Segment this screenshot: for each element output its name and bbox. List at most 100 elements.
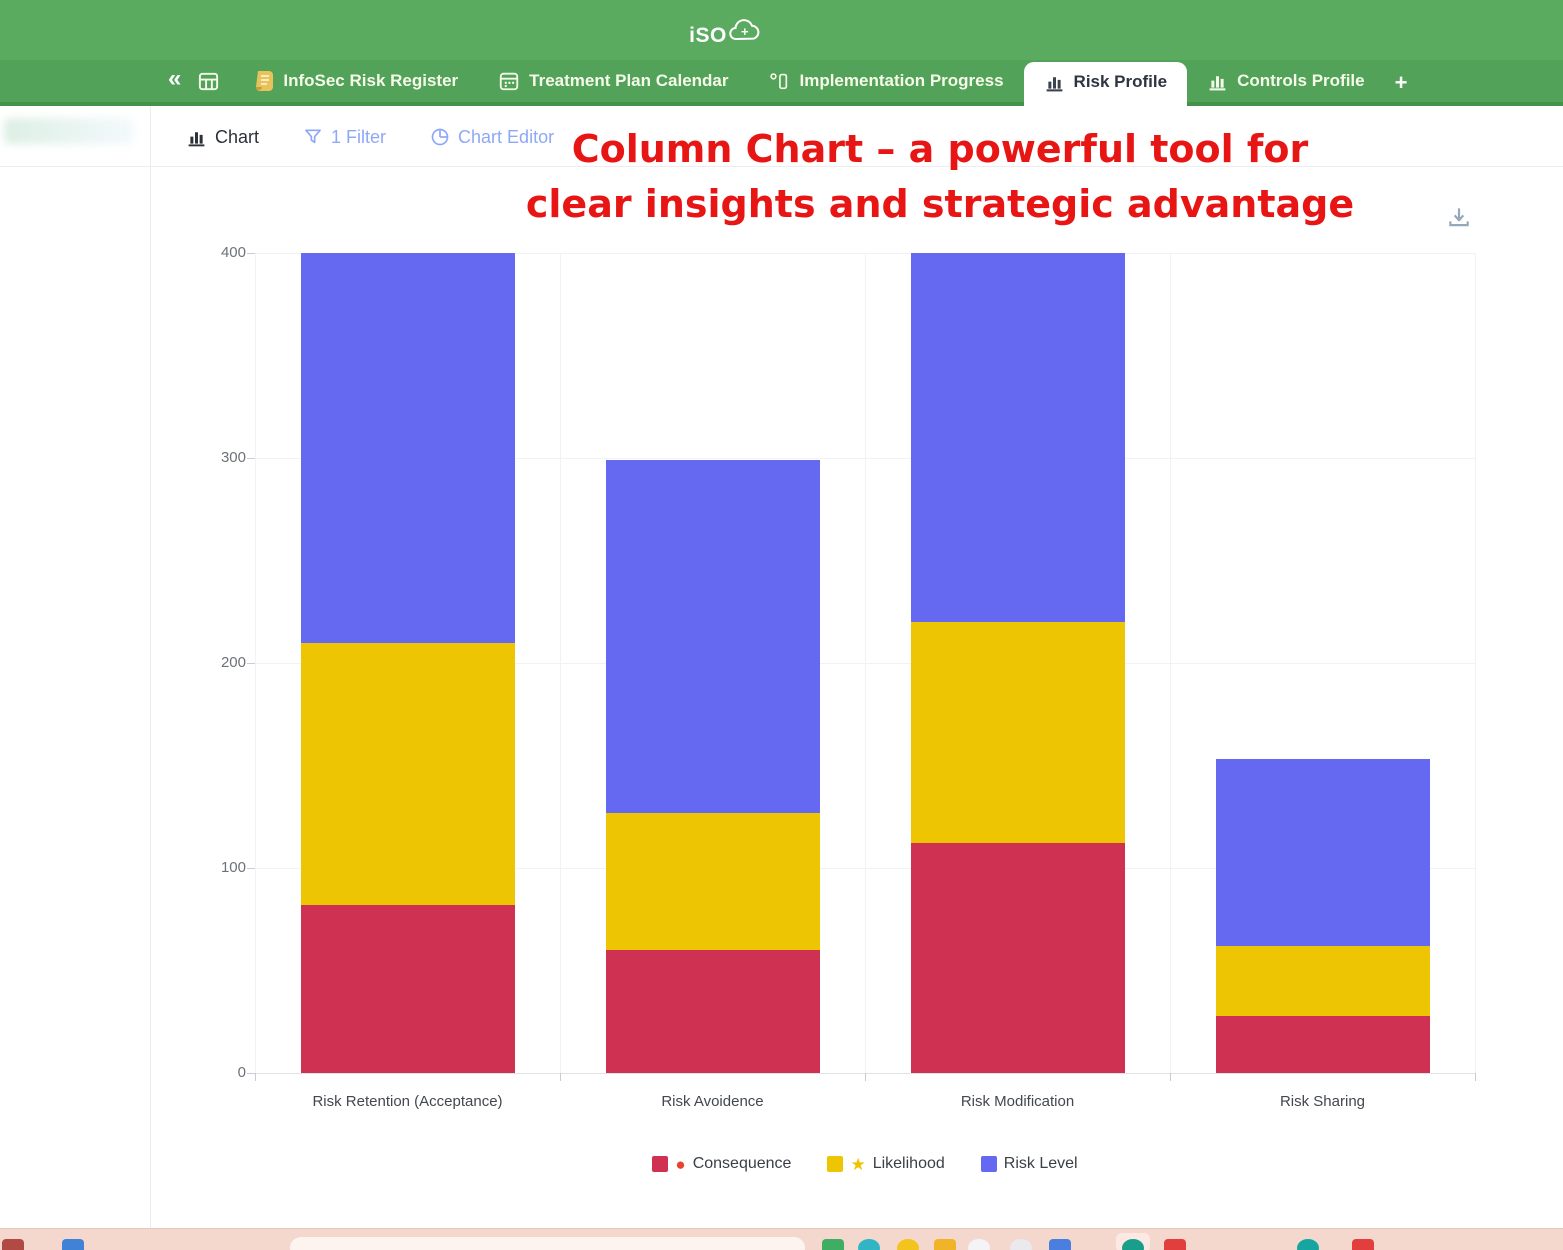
bar-chart-icon [1044, 72, 1065, 93]
bar-segment-likelihood[interactable] [300, 642, 515, 905]
tab-bar: « InfoSec Risk Register Treatment Plan C… [0, 60, 1563, 106]
red-circle-icon: ● [675, 1154, 686, 1174]
funnel-icon [303, 127, 323, 147]
tab-label: Controls Profile [1237, 71, 1365, 90]
tab-treatment-plan-calendar[interactable]: Treatment Plan Calendar [478, 60, 748, 102]
legend-item-likelihood[interactable]: ★ Likelihood [827, 1154, 945, 1174]
x-axis-tick [1170, 1073, 1171, 1081]
sidebar-divider [150, 106, 151, 1228]
y-tick-label: 300 [220, 449, 246, 466]
y-tick-label: 0 [237, 1064, 246, 1081]
dock-app-icon[interactable] [2, 1239, 24, 1250]
dock-app-icon[interactable] [1010, 1239, 1032, 1250]
yellow-star-icon: ★ [850, 1154, 866, 1174]
chart-editor-label: Chart Editor [458, 126, 555, 147]
chart-legend: ● Consequence ★ Likelihood Risk Level [255, 1155, 1475, 1173]
bar-segment-likelihood[interactable] [605, 812, 820, 950]
y-axis-tick [247, 868, 255, 869]
dock-app-icon[interactable] [822, 1239, 844, 1250]
y-tick-label: 200 [220, 654, 246, 671]
chart-view-label: Chart [215, 126, 260, 147]
gridline [560, 253, 561, 1073]
collapse-sidebar-button[interactable]: « [168, 65, 182, 92]
dock-app-icon[interactable] [62, 1239, 84, 1250]
os-taskbar [0, 1228, 1563, 1250]
legend-swatch [980, 1156, 997, 1172]
tab-risk-profile[interactable]: Risk Profile [1023, 62, 1188, 106]
legend-label: Likelihood [872, 1155, 945, 1172]
tabs-container: InfoSec Risk Register Treatment Plan Cal… [234, 60, 1425, 106]
bar-segment-consequence[interactable] [910, 843, 1125, 1073]
svg-text:+: + [741, 24, 749, 39]
bar-segment-consequence[interactable] [300, 904, 515, 1073]
tab-implementation-progress[interactable]: Implementation Progress [748, 60, 1023, 102]
tab-label: Treatment Plan Calendar [529, 71, 729, 90]
logo-text: iSO [689, 23, 727, 47]
bar-segment-consequence[interactable] [605, 950, 820, 1073]
x-axis-tick [255, 1073, 256, 1081]
bar-segment-consequence[interactable] [1215, 1015, 1430, 1073]
pie-chart-icon [430, 127, 450, 147]
gridline [1475, 253, 1476, 1073]
x-category-label: Risk Retention (Acceptance) [312, 1093, 503, 1110]
legend-item-risk-level[interactable]: Risk Level [980, 1155, 1078, 1173]
legend-item-consequence[interactable]: ● Consequence [652, 1155, 791, 1173]
kanban-icon [768, 70, 790, 92]
x-category-label: Risk Avoidence [661, 1093, 764, 1110]
download-chart-button[interactable] [1443, 201, 1475, 233]
dock-app-icon[interactable] [1122, 1239, 1144, 1250]
iso-plus-logo: iSO + [689, 15, 762, 46]
y-axis-tick [247, 663, 255, 664]
bar-segment-risk-level[interactable] [910, 253, 1125, 622]
x-category-label: Risk Sharing [1279, 1093, 1366, 1110]
gridline [865, 253, 866, 1073]
bar-chart-icon [1207, 71, 1228, 92]
bar-segment-risk-level[interactable] [1215, 759, 1430, 946]
legend-label: Risk Level [1003, 1155, 1078, 1172]
filter-button[interactable]: 1 Filter [303, 127, 386, 148]
chart-editor-button[interactable]: Chart Editor [430, 127, 554, 148]
tab-label: Implementation Progress [799, 71, 1004, 90]
faint-artifact [4, 118, 134, 144]
add-tab-button[interactable]: + [1394, 70, 1408, 95]
grid-view-icon[interactable] [197, 70, 220, 93]
filter-label: 1 Filter [331, 126, 387, 147]
dock-app-icon[interactable] [1049, 1239, 1071, 1250]
tab-controls-profile[interactable]: Controls Profile [1187, 60, 1385, 102]
toolbar-divider [0, 166, 1563, 167]
bar-segment-likelihood[interactable] [910, 622, 1125, 844]
y-axis-tick [247, 1073, 255, 1074]
legend-label: Consequence [692, 1155, 792, 1172]
dock-app-icon[interactable] [1297, 1239, 1319, 1250]
view-toolbar: Chart 1 Filter Chart Editor [186, 112, 554, 162]
y-tick-label: 100 [220, 859, 246, 876]
calendar-icon [498, 70, 520, 92]
y-tick-label: 400 [220, 244, 246, 261]
top-banner: iSO + [0, 0, 1563, 60]
bar-segment-likelihood[interactable] [1215, 945, 1430, 1016]
bar-segment-risk-level[interactable] [605, 460, 820, 813]
tab-infosec-risk-register[interactable]: InfoSec Risk Register [234, 60, 478, 102]
tab-label: Risk Profile [1073, 72, 1168, 91]
x-axis-tick [1475, 1073, 1476, 1081]
y-axis-tick [247, 458, 255, 459]
dock-app-icon[interactable] [897, 1239, 919, 1250]
legend-swatch [652, 1156, 669, 1172]
taskbar-search-pill[interactable] [290, 1237, 805, 1250]
x-axis-tick [865, 1073, 866, 1081]
dock-app-icon[interactable] [1352, 1239, 1374, 1250]
dock-app-icon[interactable] [934, 1239, 956, 1250]
chart-view-button[interactable]: Chart [186, 127, 259, 148]
dock-app-icon[interactable] [1164, 1239, 1186, 1250]
scroll-icon [254, 70, 274, 92]
dock-app-icon[interactable] [858, 1239, 880, 1250]
bar-segment-risk-level[interactable] [300, 253, 515, 643]
y-axis-tick [247, 253, 255, 254]
gridline [255, 253, 256, 1073]
cloud-plus-icon: + [728, 18, 762, 49]
x-category-label: Risk Modification [960, 1093, 1075, 1110]
bar-chart-icon [186, 127, 207, 148]
dock-app-icon[interactable] [968, 1239, 990, 1250]
